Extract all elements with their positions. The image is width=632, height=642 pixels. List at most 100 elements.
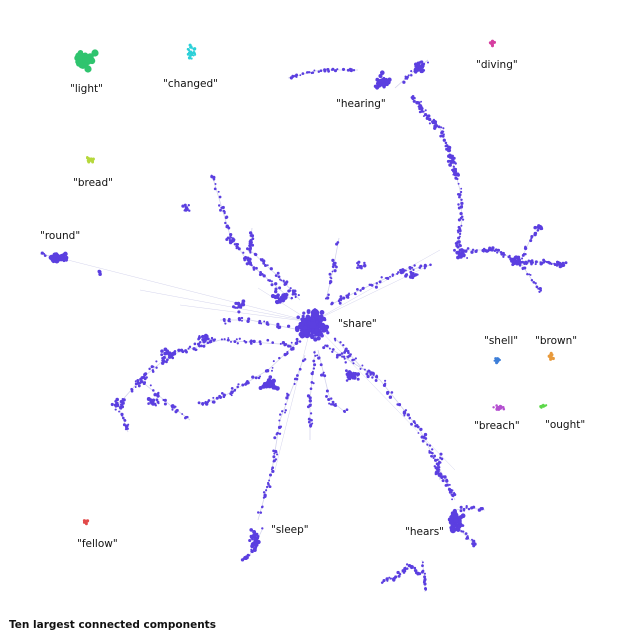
graph-node: [97, 269, 102, 274]
graph-node: [155, 398, 159, 402]
graph-node: [168, 355, 173, 359]
graph-node: [459, 244, 462, 248]
graph-node: [419, 104, 422, 107]
graph-node: [448, 483, 451, 486]
graph-node: [524, 246, 527, 250]
graph-node: [305, 71, 309, 74]
graph-node: [309, 424, 313, 428]
graph-node: [502, 407, 506, 411]
graph-node: [508, 256, 511, 259]
graph-node: [272, 449, 275, 453]
graph-node: [442, 133, 445, 136]
graph-node: [396, 570, 400, 575]
graph-node: [124, 427, 128, 431]
graph-node: [520, 261, 523, 264]
graph-node: [317, 356, 321, 360]
graph-node: [249, 340, 253, 344]
graph-node: [356, 374, 359, 377]
graph-node: [222, 318, 226, 321]
graph-node: [426, 61, 430, 64]
graph-node: [252, 266, 256, 270]
graph-node: [306, 334, 311, 338]
graph-node: [435, 124, 439, 128]
graph-node: [372, 372, 375, 375]
graph-node: [276, 271, 280, 275]
graph-node: [333, 69, 338, 73]
graph-node: [245, 262, 249, 266]
graph-node: [228, 237, 231, 240]
graph-node: [445, 478, 449, 482]
graph-node: [259, 270, 263, 274]
graph-node: [284, 411, 286, 414]
graph-node: [402, 411, 407, 415]
graph-node: [453, 493, 457, 497]
graph-node: [431, 120, 435, 124]
graph-node: [279, 297, 283, 301]
graph-node: [417, 101, 421, 105]
graph-node: [174, 410, 178, 414]
graph-node: [288, 289, 292, 293]
graph-node: [530, 234, 534, 239]
graph-node: [347, 293, 350, 297]
graph-node: [380, 276, 383, 279]
graph-node: [242, 251, 245, 254]
graph-node: [227, 337, 230, 339]
graph-node: [482, 250, 485, 253]
graph-node: [142, 381, 146, 386]
graph-node: [306, 405, 310, 409]
graph-node: [281, 341, 286, 345]
graph-node: [539, 261, 542, 264]
graph-node: [378, 280, 382, 284]
graph-node: [436, 468, 439, 471]
graph-node: [424, 113, 428, 117]
graph-node: [323, 374, 327, 378]
graph-node: [370, 284, 373, 287]
graph-node: [233, 388, 237, 392]
graph-node: [413, 62, 418, 67]
graph-node: [343, 357, 346, 360]
graph-node: [237, 310, 241, 314]
graph-node: [190, 51, 194, 55]
graph-node: [263, 263, 268, 268]
graph-node: [201, 338, 204, 341]
graph-node: [163, 398, 167, 402]
label-brown: "brown": [535, 335, 577, 347]
graph-node: [331, 258, 335, 262]
graph-node: [389, 577, 392, 580]
graph-node: [307, 417, 311, 421]
graph-node: [273, 294, 278, 300]
graph-node: [266, 378, 272, 383]
graph-node: [447, 487, 452, 491]
graph-node: [229, 392, 232, 395]
graph-node: [310, 418, 313, 422]
graph-node: [495, 359, 498, 362]
graph-node: [423, 263, 427, 267]
graph-node: [437, 125, 441, 129]
graph-node: [335, 355, 339, 359]
graph-node: [120, 404, 123, 407]
graph-node: [492, 43, 495, 46]
graph-node: [168, 351, 172, 354]
graph-node: [250, 241, 253, 244]
graph-node: [253, 546, 257, 550]
graph-node: [412, 268, 415, 271]
graph-node: [422, 581, 426, 584]
graph-node: [460, 201, 464, 206]
graph-node: [197, 401, 201, 405]
graph-node: [534, 260, 538, 263]
graph-node: [243, 339, 246, 342]
graph-node: [457, 225, 461, 229]
graph-node: [246, 380, 249, 383]
label-hears: "hears": [405, 526, 444, 538]
graph-node: [426, 443, 429, 446]
graph-node: [274, 300, 279, 304]
graph-node: [339, 295, 343, 298]
graph-node: [419, 60, 423, 64]
graph-node: [249, 251, 252, 254]
graph-node: [121, 416, 125, 420]
graph-node: [325, 344, 329, 348]
graph-node: [502, 253, 505, 257]
graph-node: [459, 505, 463, 509]
graph-node: [197, 337, 200, 341]
graph-node: [363, 368, 366, 371]
